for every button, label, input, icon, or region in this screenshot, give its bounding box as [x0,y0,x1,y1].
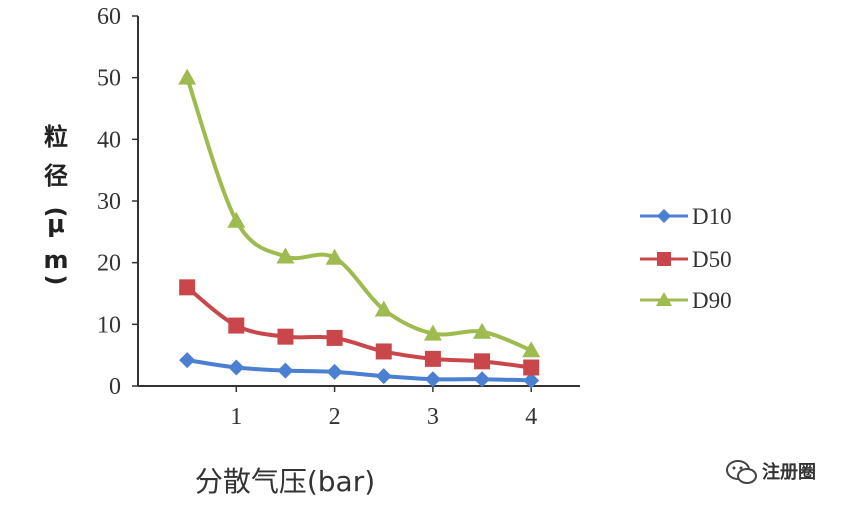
series-d10-point [228,359,245,376]
series-d10-point [326,363,343,380]
series-d10-point [277,362,294,379]
x-axis-ticks: 1 2 3 4 [230,386,537,430]
series-d10-point [474,371,491,388]
series-d50-point [326,329,343,346]
legend-marker-d10 [657,209,671,223]
series-d10-point [523,372,540,389]
y-axis-label-char: ) [42,275,70,286]
y-axis-ticks: 0 10 20 30 40 50 60 [97,4,138,400]
series-d90-point [227,211,246,228]
watermark-text: 注册圈 [762,461,816,483]
y-tick-label: 30 [97,189,121,215]
y-tick-label: 40 [97,127,121,153]
series-d50-point [375,343,392,360]
y-tick-label: 0 [109,374,121,400]
x-tick-label: 3 [427,404,439,430]
x-tick-label: 2 [329,404,341,430]
legend: D10 D50 D90 [640,204,732,313]
legend-marker-d50 [657,252,671,266]
legend-marker-d90 [656,292,672,306]
y-tick-label: 10 [97,312,121,338]
y-axis-label-char: m [43,246,68,274]
series-d90-point [522,341,541,358]
series-d50-point [523,359,540,376]
x-tick-label: 1 [230,404,242,430]
y-tick-label: 60 [97,4,121,30]
series-d50 [179,279,540,376]
series-d50-point [277,328,294,345]
series-d90-point [178,68,197,85]
y-axis-label-char: μ [47,210,65,238]
y-tick-label: 20 [97,251,121,277]
y-axis-label: 粒径 (μm) [42,123,70,285]
y-axis-label-char: 粒 [44,123,68,151]
series-d10 [179,352,540,389]
series-d90-point [374,300,393,317]
watermark: 注册圈 [726,460,816,484]
series-d50-point [424,350,441,367]
y-axis-label-char: ( [42,207,70,218]
x-axis-label: 分散气压(bar) [195,465,375,498]
x-tick-label: 4 [525,404,537,430]
wechat-icon [726,460,757,484]
series-d90-line [185,77,532,353]
series-d90-point [325,248,344,265]
legend-label-d90: D90 [692,288,732,313]
y-tick-label: 50 [97,66,121,92]
series-d90-point [423,324,442,341]
series-d90-point [473,322,492,339]
series-d50-point [228,317,245,334]
series-d90-point [276,247,295,264]
series-d90 [178,68,541,358]
series-d50-point [474,353,491,370]
series-d50-point [179,279,196,296]
series-d10-point [424,371,441,388]
series-group [178,68,541,389]
legend-label-d50: D50 [692,247,732,272]
y-axis-label-char: 径 [44,162,68,190]
series-d10-point [375,368,392,385]
legend-label-d10: D10 [692,204,732,229]
series-d10-point [179,352,196,369]
